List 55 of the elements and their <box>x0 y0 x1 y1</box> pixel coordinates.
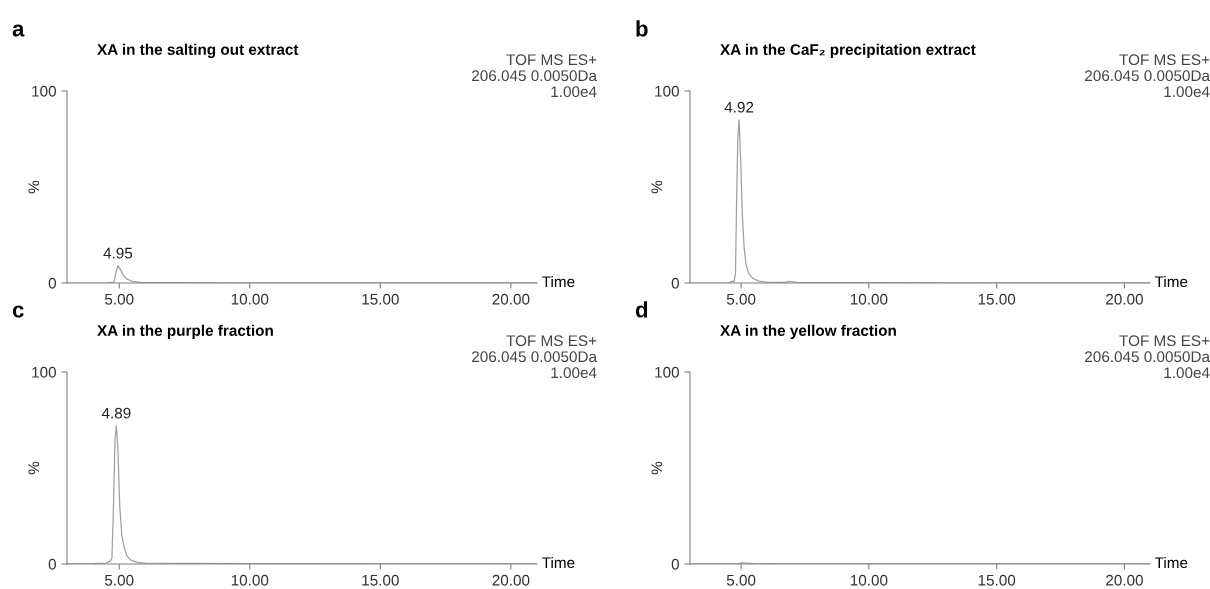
y-tick-label: 100 <box>32 366 56 378</box>
text: 1.00e4 <box>551 86 597 98</box>
x-tick-label: 10.00 <box>850 293 888 305</box>
x-tick-label: 5.00 <box>726 293 756 305</box>
text: 206.045 0.0050Da <box>1085 70 1210 82</box>
x-tick-label: 5.00 <box>726 574 756 586</box>
chart-title: XA in the purple fraction <box>97 324 273 339</box>
text: a <box>12 24 25 37</box>
text: 206.045 0.0050Da <box>1085 351 1210 363</box>
x-tick-label: 10.00 <box>850 574 888 586</box>
text: 206.045 0.0050Da <box>472 351 598 363</box>
y-axis-title: % <box>28 461 40 475</box>
x-tick-label: 15.00 <box>362 293 399 305</box>
y-axis-title: % <box>651 180 663 194</box>
text: 206.045 0.0050Da <box>472 70 598 82</box>
y-axis-title: % <box>651 461 663 475</box>
x-tick-label: 20.00 <box>492 574 530 586</box>
y-tick-label: 100 <box>32 85 56 97</box>
y-tick-label: 0 <box>48 277 56 289</box>
x-tick-label: 15.00 <box>978 574 1016 586</box>
x-tick-label: 5.00 <box>104 293 134 305</box>
y-tick-label: 100 <box>655 85 679 97</box>
x-tick-label: 20.00 <box>492 293 530 305</box>
annotation: 4.95 <box>103 247 133 259</box>
x-tick-label: 20.00 <box>1106 293 1143 305</box>
text: TOF MS ES+ <box>1119 54 1210 66</box>
annotation: 4.89 <box>101 407 131 419</box>
x-axis-title: Time <box>1154 556 1188 569</box>
text: TOF MS ES+ <box>1119 335 1210 347</box>
x-tick-label: 15.00 <box>362 574 399 586</box>
x-axis-title: Time <box>542 275 575 288</box>
y-tick-label: 0 <box>671 558 679 570</box>
text: 1.00e4 <box>1164 86 1210 98</box>
x-axis-title: Time <box>1154 275 1188 288</box>
annotation: 4.92 <box>724 101 754 113</box>
y-tick-label: 0 <box>48 558 56 570</box>
text: d <box>635 301 648 318</box>
text: 1.00e4 <box>551 367 597 379</box>
x-tick-label: 15.00 <box>978 293 1016 305</box>
text: TOF MS ES+ <box>506 54 597 66</box>
x-tick-label: 10.00 <box>231 574 269 586</box>
text: c <box>12 305 24 318</box>
y-tick-label: 100 <box>655 366 679 378</box>
y-tick-label: 0 <box>671 277 679 289</box>
chart-title: XA in the yellow fraction <box>720 324 896 339</box>
x-axis-title: Time <box>542 556 575 569</box>
text: 1.00e4 <box>1164 367 1210 379</box>
chart-title: XA in the salting out extract <box>97 43 299 58</box>
chart-title: XA in the CaF₂ precipitation extract <box>720 43 976 58</box>
y-axis-title: % <box>28 180 40 194</box>
text: b <box>636 20 648 37</box>
x-tick-label: 5.00 <box>104 574 134 586</box>
text: TOF MS ES+ <box>506 335 597 347</box>
x-tick-label: 20.00 <box>1106 574 1143 586</box>
x-tick-label: 10.00 <box>231 293 269 305</box>
